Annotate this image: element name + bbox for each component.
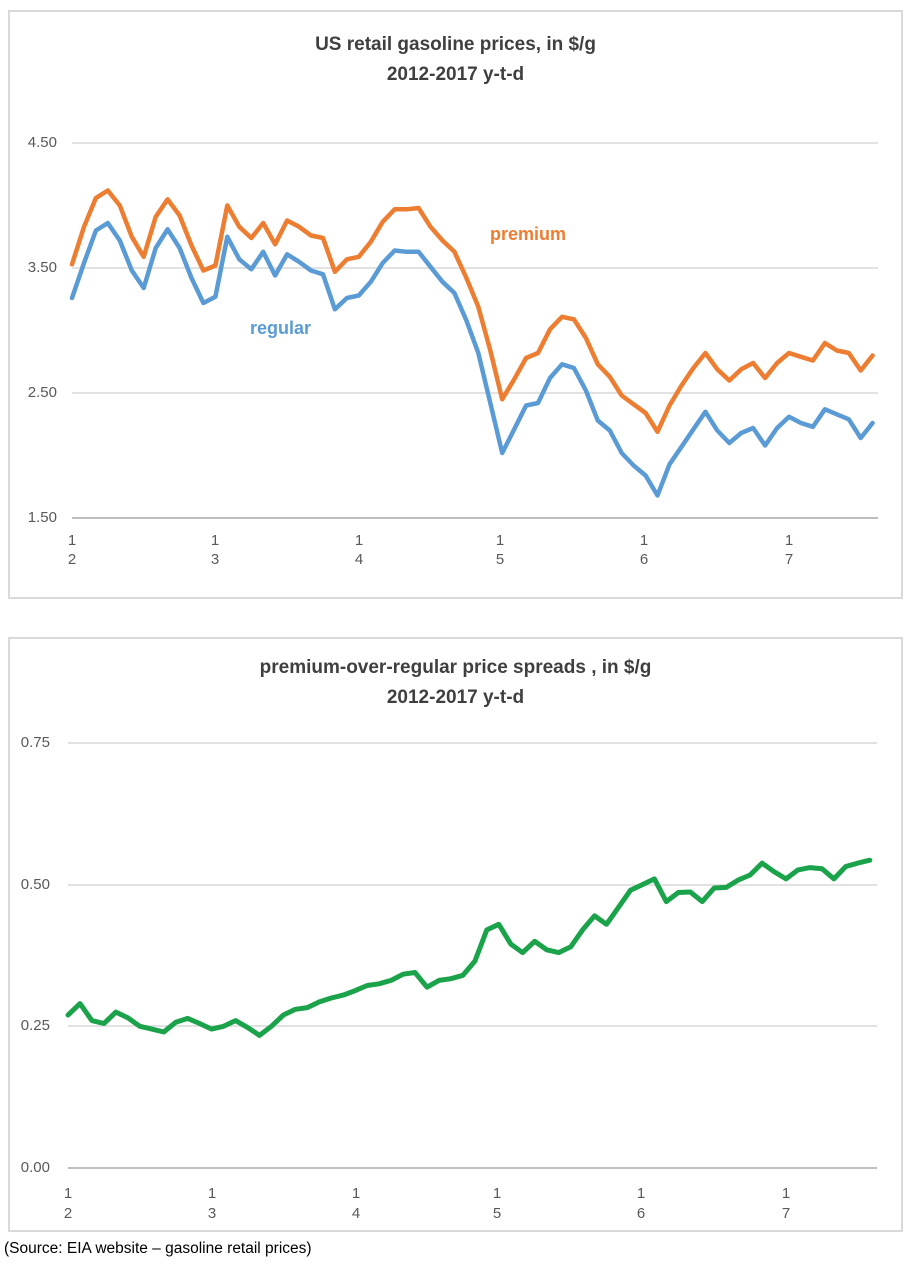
y-tick-label: 2.50: [27, 384, 57, 401]
top-chart-plot-area: [69, 142, 878, 519]
x-tick-label-2014: 1 4: [335, 1184, 377, 1224]
x-tick-line1: 1: [495, 532, 505, 549]
y-tick-label: 0.50: [20, 876, 50, 893]
top-chart-title: US retail gasoline prices, in $/g 2012-2…: [10, 30, 901, 90]
x-tick-line2: 7: [781, 1205, 791, 1222]
x-tick-line2: 3: [207, 1205, 217, 1222]
bottom-chart-title-line1: premium-over-regular price spreads , in …: [259, 657, 652, 678]
x-tick-line1: 1: [67, 532, 77, 549]
x-tick-label-2013: 1 3: [194, 531, 236, 569]
x-tick-line2: 3: [210, 551, 220, 568]
x-tick-line2: 5: [495, 551, 505, 568]
x-tick-line2: 2: [67, 551, 77, 568]
x-tick-line1: 1: [210, 532, 220, 549]
y-tick-label: 3.50: [27, 259, 57, 276]
x-tick-label-2012: 1 2: [47, 1184, 89, 1224]
bottom-chart-series-group: [65, 857, 873, 1038]
bottom-chart-plot-area: [65, 742, 877, 1169]
y-tick-label: 4.50: [27, 134, 57, 151]
x-tick-line1: 1: [784, 532, 794, 549]
x-tick-label-2014: 1 4: [338, 531, 380, 569]
x-tick-line1: 1: [639, 532, 649, 549]
x-tick-line1: 1: [63, 1185, 73, 1202]
y-tick-label: 1.50: [27, 509, 57, 526]
x-tick-line1: 1: [351, 1185, 361, 1202]
source-note: (Source: EIA website – gasoline retail p…: [4, 1240, 312, 1257]
regular-series-label: regular: [250, 318, 312, 338]
bottom-chart-title-line2: 2012-2017 y-t-d: [386, 687, 525, 708]
x-tick-line2: 2: [63, 1205, 73, 1222]
x-tick-label-2017: 1 7: [765, 1184, 807, 1224]
x-tick-line1: 1: [207, 1185, 217, 1202]
x-tick-line2: 4: [354, 551, 364, 568]
x-tick-label-2015: 1 5: [479, 531, 521, 569]
y-tick-label: 0.00: [20, 1159, 50, 1176]
retail-prices-chart-panel: US retail gasoline prices, in $/g 2012-2…: [8, 10, 903, 599]
premium-series-label: premium: [490, 224, 567, 244]
x-tick-line1: 1: [781, 1185, 791, 1202]
premium-line: [69, 188, 875, 435]
x-tick-label-2016: 1 6: [623, 531, 665, 569]
spread-line: [65, 857, 873, 1038]
x-tick-line1: 1: [354, 532, 364, 549]
bottom-chart-title: premium-over-regular price spreads , in …: [10, 653, 901, 713]
x-tick-label-2016: 1 6: [620, 1184, 662, 1224]
x-tick-line1: 1: [492, 1185, 502, 1202]
x-tick-label-2013: 1 3: [191, 1184, 233, 1224]
x-tick-line2: 5: [492, 1205, 502, 1222]
x-tick-line2: 4: [351, 1205, 361, 1222]
price-spread-chart-panel: premium-over-regular price spreads , in …: [8, 637, 903, 1232]
x-tick-line2: 6: [636, 1205, 646, 1222]
x-tick-label-2015: 1 5: [476, 1184, 518, 1224]
y-tick-label: 0.75: [20, 734, 50, 751]
x-tick-label-2012: 1 2: [51, 531, 93, 569]
x-tick-line2: 6: [639, 551, 649, 568]
regular-line: [69, 220, 875, 498]
top-chart-series-group: [69, 188, 875, 498]
x-tick-label-2017: 1 7: [768, 531, 810, 569]
top-chart-title-line1: US retail gasoline prices, in $/g: [315, 34, 596, 55]
x-tick-line2: 7: [784, 551, 794, 568]
y-tick-label: 0.25: [20, 1017, 50, 1034]
x-tick-line1: 1: [636, 1185, 646, 1202]
top-chart-title-line2: 2012-2017 y-t-d: [386, 64, 525, 85]
